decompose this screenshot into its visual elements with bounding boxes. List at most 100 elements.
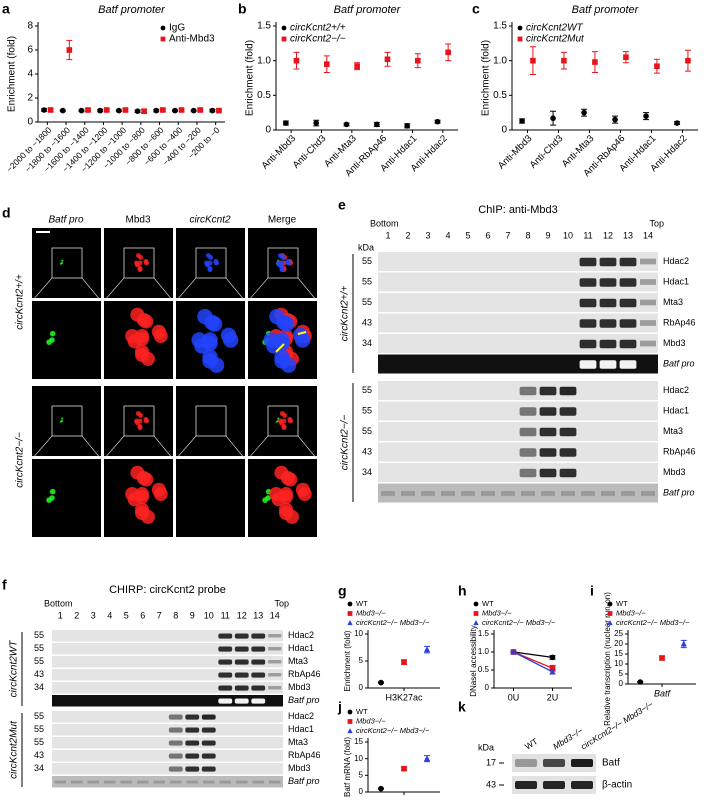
band	[640, 279, 656, 285]
well	[186, 780, 199, 784]
lane-number: 2	[74, 610, 79, 620]
image-panel	[32, 459, 101, 537]
data-point	[404, 123, 410, 129]
band	[185, 766, 200, 772]
data-point	[324, 61, 330, 67]
blot-title: ChIP: anti-Mbd3	[478, 204, 557, 216]
image-panel	[32, 301, 101, 379]
data-point	[581, 109, 587, 116]
legend-label: circKcnt2−/− Mbd3−/−	[482, 618, 556, 627]
axis-line	[493, 630, 572, 689]
lane-number: 2	[405, 230, 410, 240]
kda-marker: 55	[362, 256, 372, 266]
signal	[294, 332, 311, 348]
signal	[202, 335, 218, 352]
data-point	[674, 120, 680, 126]
gradient-label: Top	[649, 218, 664, 228]
band	[543, 781, 565, 789]
signal	[274, 335, 290, 352]
legend-label: Mbd3−/−	[616, 608, 646, 617]
y-tick-label: 0	[485, 683, 490, 692]
band	[539, 386, 557, 396]
band	[519, 407, 537, 416]
well	[561, 491, 575, 496]
band	[579, 319, 597, 328]
data-point	[141, 108, 147, 114]
row-label: Hdac1	[663, 276, 689, 286]
row-label: Hdac2	[663, 256, 689, 266]
kda-marker: 55	[362, 405, 372, 415]
data-point	[680, 640, 687, 647]
signal	[284, 509, 299, 524]
signal	[139, 472, 154, 487]
x-tick-label: Batf	[654, 688, 672, 698]
legend-label: WT	[616, 599, 628, 608]
band	[201, 714, 216, 720]
data-point	[473, 620, 479, 626]
data-point	[401, 765, 407, 772]
data-point	[659, 655, 665, 661]
zoom-lines	[103, 277, 174, 302]
signal	[59, 420, 62, 423]
row-label: RbAp46	[288, 750, 321, 760]
signal	[208, 357, 225, 373]
data-point	[103, 107, 110, 113]
band	[515, 781, 537, 789]
lane-number: 14	[643, 230, 653, 240]
band	[185, 727, 200, 733]
well	[381, 491, 395, 496]
y-tick-label: 0	[619, 679, 624, 688]
band	[218, 698, 233, 704]
panel-label: e	[338, 197, 346, 213]
band	[168, 740, 183, 746]
inset-box	[267, 405, 299, 437]
kda-marker: 55	[34, 737, 44, 747]
y-axis-label: Enrichment (fold)	[481, 40, 492, 116]
zoom-lines	[31, 277, 102, 302]
y-tick-label: 0.5	[257, 90, 271, 101]
gradient-label: Top	[274, 598, 289, 608]
band	[251, 633, 266, 639]
row-label: Hdac1	[288, 724, 314, 734]
data-point	[378, 679, 384, 686]
series-line	[513, 651, 553, 659]
band	[619, 278, 637, 287]
lane-number: 7	[157, 610, 162, 620]
band	[218, 646, 233, 652]
y-tick-label: 1.0	[493, 55, 507, 66]
lane-number: 6	[140, 610, 145, 620]
y-tick-label: 5	[619, 669, 624, 678]
signal	[275, 420, 278, 423]
well	[601, 491, 615, 496]
y-axis-label: Enrichment (fold)	[7, 36, 18, 112]
band	[519, 448, 537, 457]
well	[120, 780, 133, 784]
lane-number: 12	[603, 230, 613, 240]
data-point	[347, 709, 353, 715]
well	[169, 780, 182, 784]
band	[185, 714, 200, 720]
series-line	[513, 651, 553, 673]
blot-strip	[52, 763, 283, 775]
panel-label: g	[338, 583, 347, 599]
band	[234, 685, 249, 691]
signal	[135, 411, 141, 416]
band	[251, 646, 266, 652]
data-point	[153, 107, 160, 114]
well	[641, 491, 655, 496]
data-point	[47, 107, 54, 113]
band	[571, 759, 593, 767]
blot-strip	[52, 669, 283, 681]
well	[441, 491, 455, 496]
well	[621, 491, 635, 496]
data-point	[401, 659, 407, 665]
well	[268, 780, 281, 784]
y-tick-label: 0.5	[478, 665, 490, 674]
blot-strip	[378, 442, 658, 462]
band	[234, 659, 249, 665]
data-point	[607, 611, 613, 616]
signal	[279, 490, 293, 505]
signal	[59, 262, 62, 265]
band	[519, 386, 537, 396]
data-point	[423, 646, 431, 653]
